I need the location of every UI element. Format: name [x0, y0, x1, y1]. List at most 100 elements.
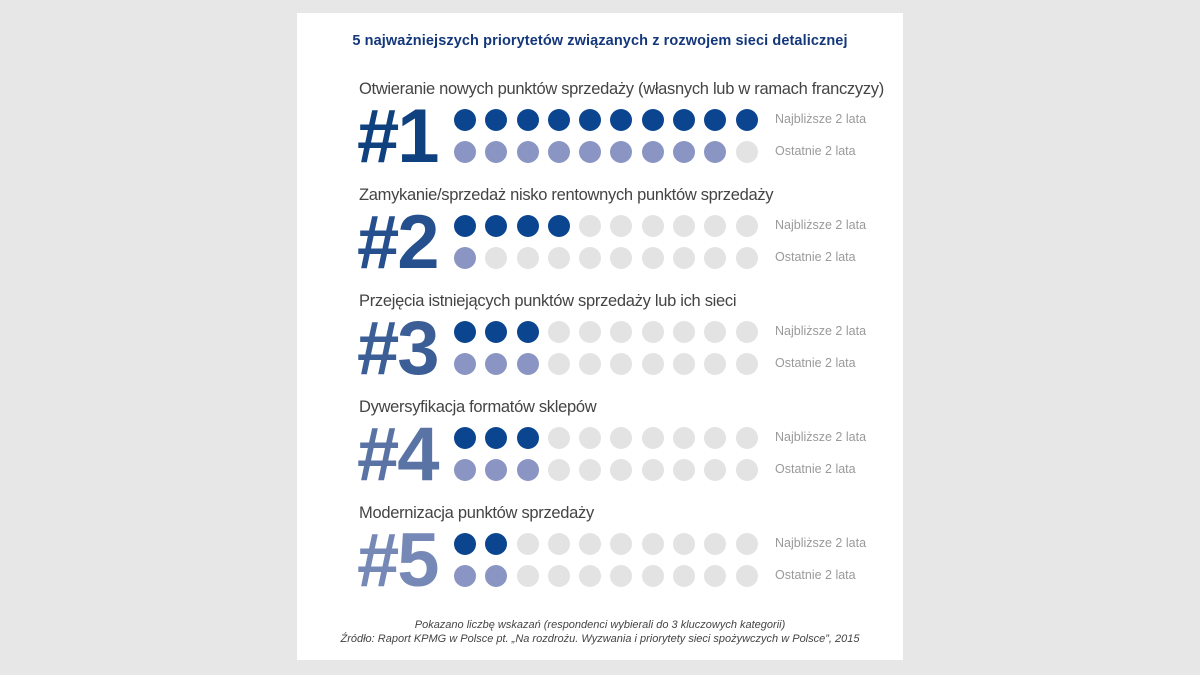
past-2-years-dots: [454, 141, 767, 165]
next-2-years-dot-empty: [673, 533, 696, 555]
next-2-years-dot-filled: [454, 427, 476, 449]
past-2-years-dots: [454, 459, 767, 483]
past-2-years-dot-filled: [454, 141, 476, 163]
priority-rank: #2: [357, 200, 440, 285]
past-2-years-dot-filled: [516, 353, 539, 375]
next-2-years-dot-empty: [735, 427, 758, 449]
past-2-years-dot-filled: [485, 459, 508, 481]
past-2-years-dot-filled: [485, 353, 508, 375]
next-2-years-label: Najbliższe 2 lata: [775, 536, 867, 550]
past-2-years-dot-empty: [673, 565, 696, 587]
next-2-years-label: Najbliższe 2 lata: [775, 112, 867, 126]
next-2-years-dot-empty: [547, 533, 570, 555]
next-2-years-dot-filled: [485, 427, 508, 449]
infographic-card: 5 najważniejszych priorytetów związanych…: [297, 13, 903, 660]
past-2-years-dot-empty: [610, 565, 633, 587]
past-2-years-dot-filled: [673, 141, 696, 163]
past-2-years-dot-empty: [735, 459, 758, 481]
next-2-years-dot-filled: [454, 321, 476, 343]
past-2-years-dot-empty: [579, 247, 602, 269]
past-2-years-dot-empty: [641, 353, 664, 375]
next-2-years-dot-filled: [516, 427, 539, 449]
next-2-years-dot-empty: [579, 533, 602, 555]
past-2-years-dot-empty: [735, 565, 758, 587]
next-2-years-dot-filled: [516, 321, 539, 343]
past-2-years-dot-filled: [641, 141, 664, 163]
past-2-years-dot-empty: [735, 141, 758, 163]
next-2-years-dot-empty: [735, 321, 758, 343]
next-2-years-dot-filled: [454, 215, 476, 237]
next-2-years-label: Najbliższe 2 lata: [775, 430, 867, 444]
past-2-years-dot-empty: [735, 247, 758, 269]
next-2-years-dot-empty: [610, 533, 633, 555]
past-2-years-dot-empty: [704, 353, 727, 375]
past-2-years-dot-empty: [547, 565, 570, 587]
priority-label: Przejęcia istniejących punktów sprzedaży…: [359, 292, 737, 310]
next-2-years-dot-filled: [579, 109, 602, 131]
priority-row-1: Otwieranie nowych punktów sprzedaży (wła…: [297, 80, 903, 186]
next-2-years-dot-empty: [704, 215, 727, 237]
next-2-years-dot-empty: [610, 215, 633, 237]
next-2-years-dot-empty: [579, 427, 602, 449]
priority-row-4: Dywersyfikacja formatów sklepów #4 Najbliż…: [297, 398, 903, 504]
footnote-note: Pokazano liczbę wskazań (respondenci wyb…: [414, 619, 786, 631]
past-2-years-dot-empty: [579, 459, 602, 481]
past-2-years-dot-empty: [579, 565, 602, 587]
past-2-years-dot-empty: [641, 247, 664, 269]
priority-rank: #1: [357, 94, 440, 179]
next-2-years-dot-empty: [641, 427, 664, 449]
past-2-years-dot-filled: [547, 141, 570, 163]
next-2-years-dots: [454, 321, 767, 345]
past-2-years-dot-filled: [485, 565, 508, 587]
past-2-years-dot-empty: [547, 353, 570, 375]
past-2-years-dot-empty: [641, 565, 664, 587]
past-2-years-dot-empty: [673, 459, 696, 481]
next-2-years-dot-filled: [641, 109, 664, 131]
priority-row-3: Przejęcia istniejących punktów sprzedaży…: [297, 292, 903, 398]
past-2-years-dot-empty: [704, 247, 727, 269]
past-2-years-dots: [454, 247, 767, 271]
next-2-years-dot-filled: [610, 109, 633, 131]
next-2-years-dots: [454, 215, 767, 239]
next-2-years-dot-empty: [673, 321, 696, 343]
next-2-years-dots: [454, 427, 767, 451]
past-2-years-dot-filled: [454, 459, 476, 481]
past-2-years-dot-empty: [735, 353, 758, 375]
footnote-source: Źródło: Raport KPMG w Polsce pt. „Na roz…: [340, 633, 860, 645]
priority-label: Zamykanie/sprzedaż nisko rentownych punk…: [359, 186, 774, 204]
priority-row-5: Modernizacja punktów sprzedaży #5 Najbliżs…: [297, 504, 903, 610]
next-2-years-dot-filled: [673, 109, 696, 131]
past-2-years-dot-filled: [454, 565, 476, 587]
next-2-years-dot-empty: [641, 533, 664, 555]
past-2-years-dot-filled: [516, 141, 539, 163]
priority-rank: #3: [357, 306, 440, 391]
priority-label: Modernizacja punktów sprzedaży: [359, 504, 594, 522]
next-2-years-dot-empty: [673, 427, 696, 449]
priority-label: Otwieranie nowych punktów sprzedaży (wła…: [359, 80, 884, 98]
next-2-years-dot-filled: [704, 109, 727, 131]
past-2-years-dot-filled: [454, 353, 476, 375]
next-2-years-dot-empty: [641, 321, 664, 343]
past-2-years-dot-empty: [516, 565, 539, 587]
next-2-years-dot-empty: [673, 215, 696, 237]
next-2-years-dot-filled: [547, 109, 570, 131]
next-2-years-dot-filled: [454, 109, 476, 131]
next-2-years-dot-empty: [547, 321, 570, 343]
next-2-years-dot-filled: [485, 533, 508, 555]
past-2-years-dot-filled: [579, 141, 602, 163]
past-2-years-dot-empty: [610, 459, 633, 481]
priority-rank: #5: [357, 518, 440, 603]
past-2-years-dot-empty: [641, 459, 664, 481]
past-2-years-dot-empty: [485, 247, 508, 269]
past-2-years-dot-empty: [547, 247, 570, 269]
past-2-years-dot-empty: [516, 247, 539, 269]
next-2-years-dot-filled: [485, 109, 508, 131]
next-2-years-label: Najbliższe 2 lata: [775, 218, 867, 232]
past-2-years-label: Ostatnie 2 lata: [775, 144, 856, 158]
past-2-years-label: Ostatnie 2 lata: [775, 462, 856, 476]
next-2-years-dot-empty: [735, 533, 758, 555]
past-2-years-dot-empty: [673, 247, 696, 269]
chart-title: 5 najważniejszych priorytetów związanych…: [352, 33, 848, 49]
next-2-years-dot-empty: [579, 321, 602, 343]
past-2-years-dots: [454, 353, 767, 377]
